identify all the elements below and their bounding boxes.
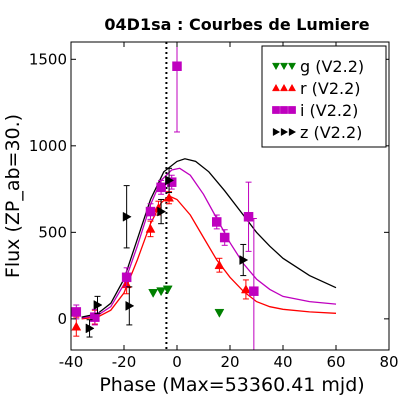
data-point (219, 232, 230, 243)
data-point (85, 323, 95, 334)
data-point (243, 212, 254, 222)
data-point (148, 289, 159, 298)
legend-label: z (V2.2) (300, 123, 362, 142)
legend-marker (271, 62, 281, 71)
legend-marker (272, 106, 280, 114)
legend-marker (280, 127, 289, 137)
data-points (71, 41, 259, 351)
legend-marker (279, 62, 289, 71)
legend-marker (288, 106, 296, 114)
y-tick-label: 1000 (29, 137, 67, 155)
legend-marker (288, 127, 297, 137)
legend-marker (272, 127, 281, 137)
x-tick-label: 40 (273, 353, 292, 371)
legend-label: g (V2.2) (300, 57, 364, 76)
data-point (165, 175, 175, 186)
data-point (214, 308, 225, 318)
legend-label: i (V2.2) (300, 101, 358, 120)
x-tick-label: -20 (112, 353, 137, 371)
data-point (122, 211, 132, 222)
x-tick-label: 0 (172, 353, 182, 371)
y-tick-label: 500 (38, 223, 67, 241)
data-point (71, 307, 82, 317)
data-point (145, 223, 156, 233)
data-point (172, 61, 182, 71)
legend-marker (287, 62, 297, 71)
data-point (249, 286, 259, 296)
data-point (157, 206, 167, 217)
x-axis-label: Phase (Max=53360.41 mjd) (99, 374, 364, 396)
legend-marker (271, 83, 281, 92)
data-point (164, 192, 174, 202)
chart-title: 04D1sa : Courbes de Lumiere (104, 15, 369, 34)
x-tick-label: 60 (326, 353, 345, 371)
data-point (212, 217, 222, 227)
y-axis-label: Flux (ZP_ab=30.) (2, 114, 24, 278)
data-point (145, 206, 156, 217)
data-point (240, 284, 251, 294)
data-point (156, 182, 166, 193)
legend-label: r (V2.2) (300, 79, 361, 98)
x-tick-label: -40 (59, 353, 84, 371)
data-point (162, 285, 173, 295)
data-point (90, 312, 100, 322)
x-tick-label: 20 (220, 353, 239, 371)
model-curve (81, 195, 337, 320)
data-point (239, 255, 249, 265)
legend-marker (279, 83, 289, 92)
model-curve (81, 158, 337, 318)
data-point (125, 300, 135, 311)
data-point (71, 321, 82, 331)
y-tick-label: 0 (57, 310, 67, 328)
data-point (93, 300, 103, 310)
y-tick-label: 1500 (29, 50, 67, 68)
data-point (156, 287, 167, 297)
x-axis-ticks: -40 -20 0 20 40 60 80 (59, 42, 399, 371)
legend-marker (287, 83, 297, 92)
legend: g (V2.2) r (V2.2) i (V2.2) z (V2.2) (261, 45, 387, 148)
data-point (121, 272, 132, 283)
x-tick-label: 80 (379, 353, 398, 371)
legend-marker (280, 106, 288, 114)
data-point (214, 260, 225, 270)
